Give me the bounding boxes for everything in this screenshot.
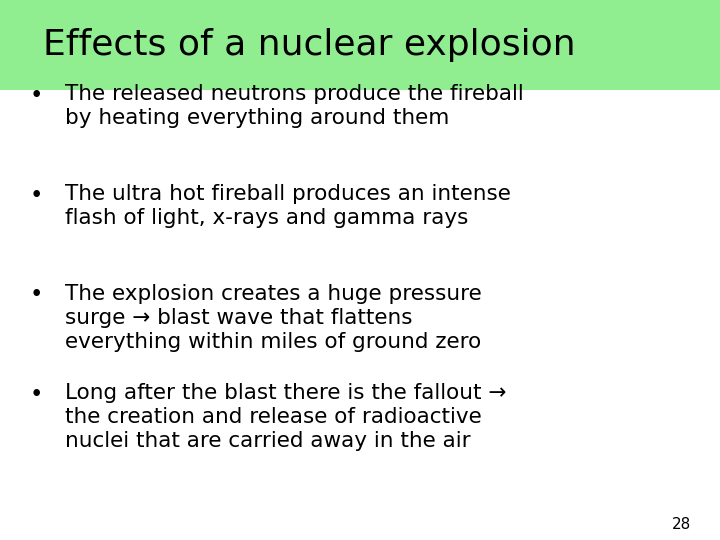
Bar — [0, 0, 720, 90]
Text: The ultra hot fireball produces an intense
flash of light, x-rays and gamma rays: The ultra hot fireball produces an inten… — [65, 184, 510, 227]
Text: The explosion creates a huge pressure
surge → blast wave that flattens
everythin: The explosion creates a huge pressure su… — [65, 284, 482, 352]
Text: •: • — [30, 284, 42, 307]
Text: 28: 28 — [672, 517, 691, 532]
Text: Effects of a nuclear explosion: Effects of a nuclear explosion — [43, 28, 576, 62]
Text: The released neutrons produce the fireball
by heating everything around them: The released neutrons produce the fireba… — [65, 84, 523, 127]
Text: Long after the blast there is the fallout →
the creation and release of radioact: Long after the blast there is the fallou… — [65, 383, 506, 451]
Text: •: • — [30, 184, 42, 207]
Text: •: • — [30, 383, 42, 407]
Text: •: • — [30, 84, 42, 107]
